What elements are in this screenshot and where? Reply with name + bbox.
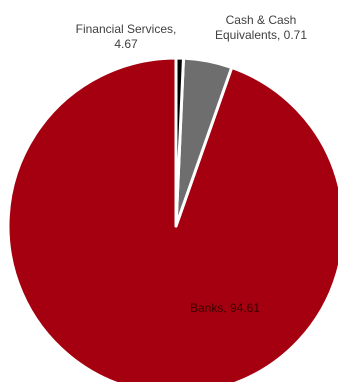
data-label-cash-cash-equivalents: Cash & Cash Equivalents, 0.71	[215, 13, 307, 42]
data-label-banks: Banks, 94.61	[190, 301, 260, 315]
data-label-line: Equivalents, 0.71	[215, 28, 307, 42]
data-label-line: 4.67	[114, 37, 138, 51]
data-label-line: Cash & Cash	[226, 13, 297, 27]
data-label-line: Financial Services,	[76, 22, 177, 36]
data-label-line: Banks, 94.61	[190, 301, 260, 315]
pie-data-labels: Banks, 94.61 Financial Services, 4.67 Cash …	[76, 13, 308, 315]
pie-slice-banks	[6, 56, 338, 382]
pie-slices	[6, 56, 338, 382]
data-label-financial-services: Financial Services, 4.67	[76, 22, 177, 51]
pie-slice-cash-cash-equivalents	[174, 56, 185, 228]
